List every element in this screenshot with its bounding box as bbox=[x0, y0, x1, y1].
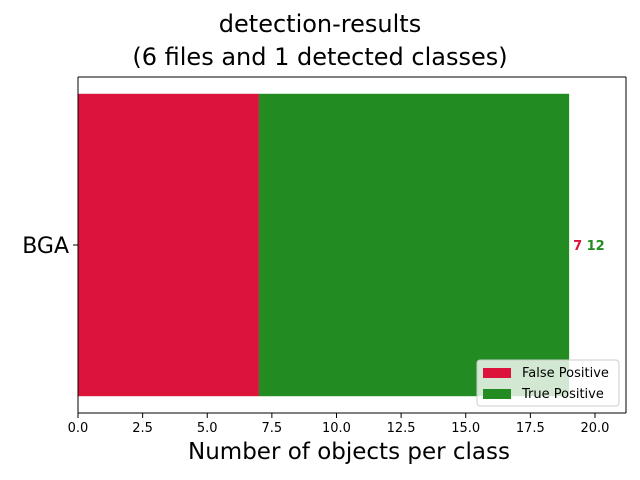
bar-false-positive bbox=[78, 93, 259, 397]
x-axis-label: Number of objects per class bbox=[188, 439, 510, 465]
legend-swatch bbox=[483, 368, 511, 378]
chart-title: detection-results bbox=[218, 10, 422, 38]
x-tick-label: 20.0 bbox=[581, 421, 610, 436]
legend bbox=[476, 359, 620, 407]
x-tick-label: 10.0 bbox=[322, 421, 351, 436]
chart-subtitle: (6 files and 1 detected classes) bbox=[132, 43, 508, 71]
data-label: 7 bbox=[573, 239, 582, 254]
legend-swatch bbox=[483, 389, 511, 399]
x-tick-label: 15.0 bbox=[451, 421, 480, 436]
x-tick-label: 2.5 bbox=[132, 421, 153, 436]
y-tick-label: BGA bbox=[22, 234, 69, 259]
x-tick-label: 0.0 bbox=[68, 421, 89, 436]
x-tick-label: 5.0 bbox=[197, 421, 218, 436]
data-label: 12 bbox=[587, 239, 605, 254]
bar-true-positive bbox=[258, 93, 570, 397]
x-tick-label: 17.5 bbox=[516, 421, 545, 436]
x-tick-label: 12.5 bbox=[387, 421, 416, 436]
legend-label: False Positive bbox=[522, 366, 609, 381]
legend-label: True Positive bbox=[521, 387, 604, 402]
x-tick-label: 7.5 bbox=[262, 421, 283, 436]
